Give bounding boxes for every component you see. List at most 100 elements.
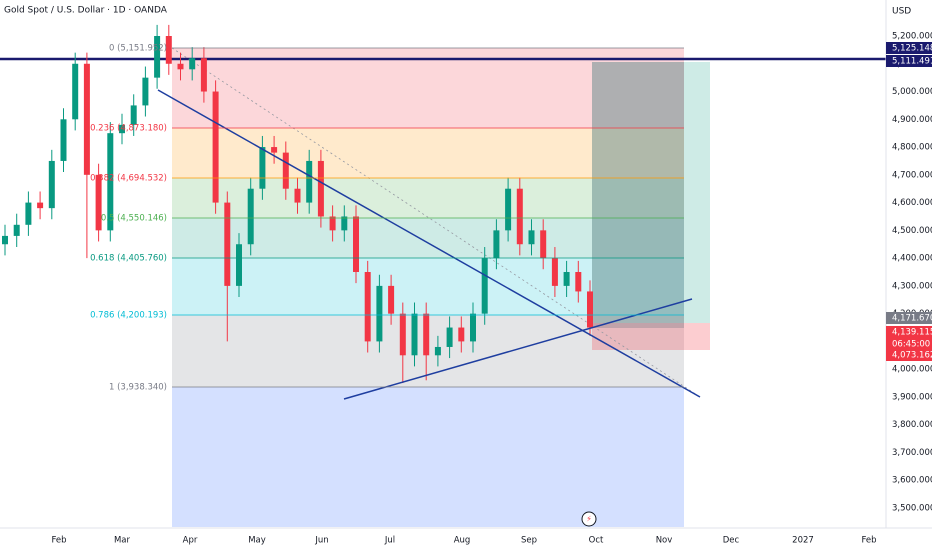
trend-line [157,89,701,398]
candle-body [306,160,313,203]
price-label: 4,000.000 [892,365,932,375]
fib-trend [171,47,701,398]
candle-body [353,216,359,273]
candle-body [259,147,266,189]
price-tag-label: 06:45:00 [892,340,930,350]
time-label: Dec [723,536,740,546]
candle-body [130,105,137,125]
candle-body [458,327,465,342]
price-tag-label: 4,139.115 [892,328,932,338]
candle-body [423,313,430,356]
profit-zone [592,62,710,323]
price-label: 3,600.000 [892,476,932,486]
time-label: May [248,536,266,546]
price-label: 4,500.000 [892,226,932,236]
fib-labels: 0 (5,151.952) 0.236 (4,873.180) 0.382 (4,6… [90,44,684,393]
candle-body [25,202,32,225]
candle-body [224,202,231,286]
price-label: 3,500.000 [892,504,932,514]
fib-label: 0 (5,151.952) [109,44,167,54]
candle-body [481,258,488,314]
price-tag [886,312,932,324]
time-label: Aug [454,536,471,546]
overlay [592,62,684,328]
candle-body [587,291,593,328]
time-label: Apr [183,536,198,546]
candles [2,24,593,384]
price-label: 5,000.000 [892,87,932,97]
trend-line [343,298,693,400]
event-icon-glyph: ⚡ [586,515,592,524]
fib-band [172,258,684,315]
time-label: Mar [114,536,131,546]
time-label: Sep [521,536,537,546]
time-label: Oct [589,536,604,546]
candle-body [165,36,172,64]
candle-body [376,285,383,342]
fib-band [172,178,684,218]
price-tag [886,55,932,67]
time-label: 2027 [792,536,814,546]
candle-body [411,313,418,356]
price-tag [886,349,932,361]
candle-body [505,188,512,231]
candle-body [48,160,55,209]
candle-body [177,63,184,70]
price-label: 4,300.000 [892,281,932,291]
price-tag-label: 5,125.148 [892,44,932,54]
fib-label: 0.618 (4,405.760) [90,254,167,264]
fib-label: 0.382 (4,694.532) [90,174,167,184]
candle-body [516,188,523,245]
candle-body [364,272,371,342]
title: Gold Spot / U.S. Dollar · 1D · OANDA [4,6,168,16]
candle-body [575,272,582,292]
price-tag [886,338,932,350]
price-label: 4,700.000 [892,170,932,180]
candle-body [236,244,242,286]
price-label: 3,800.000 [892,420,932,430]
position-box [592,62,710,350]
event-icon[interactable] [581,511,597,527]
price-label: 4,400.000 [892,254,932,264]
fib-bands [172,48,684,527]
price-tag [886,326,932,338]
fib-label: 1 (3,938.340) [109,383,167,393]
candle-body [528,230,535,245]
candle-body [72,63,79,120]
time-label: Nov [656,536,673,546]
candle-body [446,327,453,347]
price-tag-label: 4,073.162 [892,351,932,361]
price-tag [886,42,932,54]
candle-body [470,313,476,342]
candle-body [434,346,441,356]
time-label: Feb [51,536,66,546]
candle-body [341,216,348,231]
time-label: Jul [384,536,395,546]
candle-body [563,272,570,286]
loss-zone [592,323,710,350]
price-label: 4,600.000 [892,198,932,208]
candle-body [294,188,301,203]
price-label: 3,900.000 [892,392,932,402]
price-label: 4,900.000 [892,115,932,125]
candle-body [388,285,395,314]
fib-label: 0.5 (4,550.146) [101,214,167,224]
candle-body [60,119,67,161]
candle-body [551,258,558,286]
fib-label: 0.236 (4,873.180) [90,124,167,134]
candle-body [13,224,20,236]
candle-body [329,216,336,231]
candle-body [107,133,114,231]
candle-body [540,230,547,259]
price-axis [886,0,932,550]
candle-body [2,235,8,245]
fib-label: 0.786 (4,200.193) [90,311,167,321]
price-label: 4,800.000 [892,143,932,153]
candle-body [247,188,254,245]
candle-body [282,152,289,189]
fib-band [172,48,684,128]
candle-body [493,230,500,259]
candle-body [271,147,278,153]
candle-body [83,63,90,175]
fib-band [172,128,684,178]
